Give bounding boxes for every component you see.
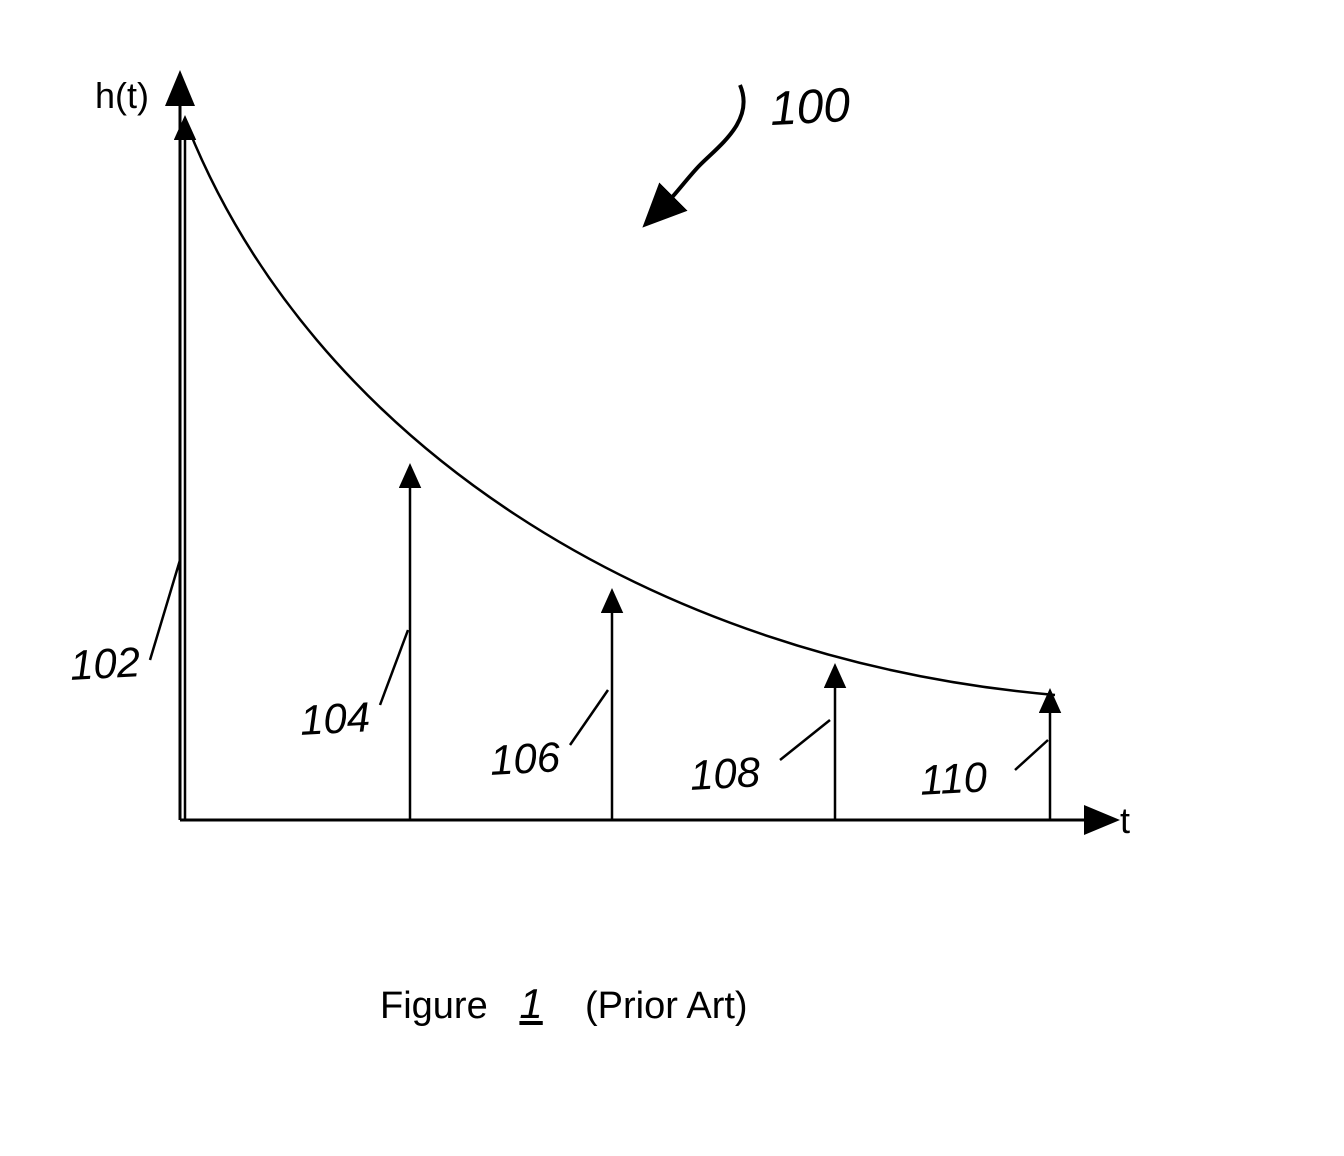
x-axis-label: t bbox=[1120, 800, 1130, 842]
ref-label-102: 102 bbox=[69, 638, 141, 690]
pointer-102 bbox=[150, 560, 180, 660]
ref-label-110: 110 bbox=[919, 753, 988, 804]
ref-label-100: 100 bbox=[769, 78, 852, 137]
pointer-104 bbox=[380, 630, 408, 705]
figure-container: h(t) t 100 102 104 106 108 110 Figure 1 … bbox=[0, 0, 1344, 1156]
y-axis-label: h(t) bbox=[95, 75, 149, 117]
figure-caption: Figure 1 (Prior Art) bbox=[380, 980, 748, 1028]
ref-label-106: 106 bbox=[489, 733, 561, 785]
pointer-110 bbox=[1015, 740, 1048, 770]
caption-number: 1 bbox=[519, 980, 542, 1027]
pointer-106 bbox=[570, 690, 608, 745]
ref-label-104: 104 bbox=[299, 693, 371, 745]
decay-curve bbox=[185, 120, 1055, 695]
curly-arrow-100 bbox=[665, 85, 744, 205]
caption-prefix: Figure bbox=[380, 985, 488, 1027]
ref-label-108: 108 bbox=[689, 748, 761, 800]
pointer-108 bbox=[780, 720, 830, 760]
caption-suffix: (Prior Art) bbox=[585, 985, 748, 1027]
